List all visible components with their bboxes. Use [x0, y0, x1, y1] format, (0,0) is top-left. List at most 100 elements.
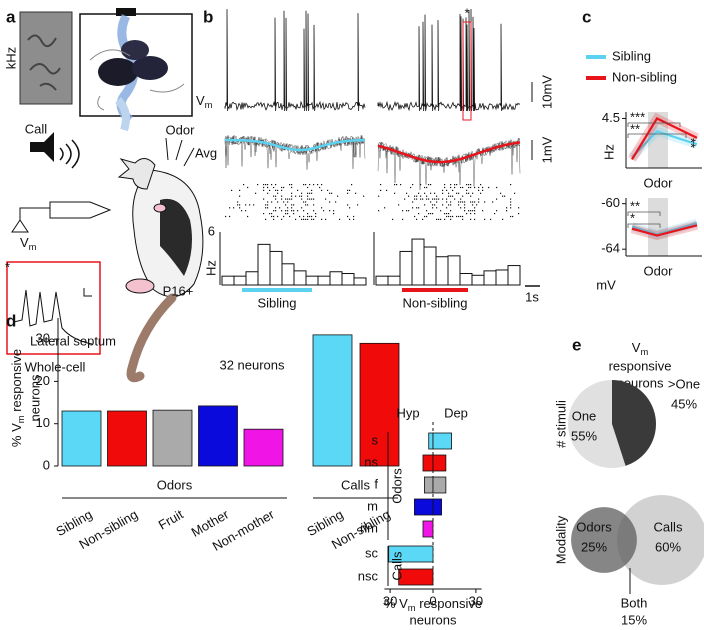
- raster-dot: [305, 218, 307, 220]
- raster-dot: [426, 198, 428, 200]
- odor-port: [116, 8, 136, 16]
- raster-dot: [287, 207, 289, 209]
- raster-dot: [436, 201, 438, 203]
- slice-label: One: [572, 408, 597, 423]
- raster-dot: [438, 218, 440, 220]
- avg-label: Avg: [195, 145, 217, 160]
- freq-label: kHz: [3, 47, 18, 69]
- vm-label-part: V: [20, 235, 29, 250]
- raster-dot: [426, 215, 428, 218]
- y-axis-label: % Vm responsive: [9, 349, 26, 447]
- paw: [153, 203, 167, 213]
- bar: [432, 432, 452, 450]
- raster-dot: [285, 204, 287, 206]
- raster-dot: [452, 215, 454, 218]
- raster-dot: [273, 218, 275, 220]
- raster-dot: [458, 201, 460, 203]
- y-tick-label: ns: [364, 454, 378, 469]
- raster-dot: [464, 210, 466, 212]
- raster-dot: [470, 201, 472, 203]
- raster-dot: [271, 215, 273, 218]
- sig-bracket: [627, 133, 687, 138]
- raster-dot: [444, 213, 446, 215]
- panel-label: a: [6, 7, 16, 26]
- raster-dot: [347, 189, 349, 191]
- raster-dot: [454, 186, 456, 189]
- raster-dot: [243, 184, 245, 186]
- raster-dot: [466, 189, 468, 191]
- raster-dot: [301, 207, 303, 209]
- raster-dot: [472, 201, 474, 203]
- raster-dot: [460, 198, 462, 200]
- pup: [121, 40, 149, 60]
- raster-dot: [321, 189, 323, 191]
- raster-dot: [470, 186, 472, 189]
- raster-dot: [281, 210, 283, 212]
- raster-dot: [462, 215, 464, 218]
- raster-dot: [446, 198, 448, 200]
- raster-dot: [281, 186, 283, 189]
- sig-bracket: [627, 122, 681, 127]
- y-tick-label: s: [372, 432, 379, 447]
- raster-dot: [271, 201, 273, 203]
- vm-trace: [224, 9, 366, 112]
- group-label: Odors: [157, 477, 193, 492]
- y-tick-label: m: [367, 498, 378, 513]
- raster-dot: [406, 192, 408, 194]
- raster-dot: [293, 204, 295, 206]
- raster-dot: [402, 218, 404, 220]
- raster-dot: [241, 210, 243, 212]
- raster-dot: [482, 210, 484, 212]
- raster-dot: [283, 215, 285, 218]
- spectrogram-trace: [27, 34, 61, 91]
- raster-dot: [480, 184, 482, 186]
- annotation: ***: [630, 109, 645, 124]
- raster-dot: [506, 210, 508, 212]
- raster-dot: [474, 207, 476, 209]
- electrode: [49, 201, 112, 219]
- raster-dot: [285, 213, 287, 215]
- raster-dot: [478, 189, 480, 191]
- raster-dot: [446, 189, 448, 191]
- raster-dot: [339, 218, 341, 220]
- raster-dot: [510, 207, 512, 209]
- raster-dot: [468, 186, 470, 189]
- whiskers: [165, 137, 195, 167]
- odor-label: Odor: [166, 122, 196, 137]
- raster-dot: [450, 210, 452, 212]
- x-axis-label-part: responsive: [416, 596, 482, 611]
- raster-dot: [482, 189, 484, 191]
- y-tick-label: nsc: [358, 568, 379, 583]
- raster-dot: [311, 198, 313, 200]
- raster-dot: [450, 218, 452, 220]
- raster-dot: [357, 204, 359, 206]
- raster-dot: [269, 189, 271, 191]
- raster-dot: [394, 192, 396, 194]
- spectrogram: [19, 11, 73, 105]
- stimulus-bar: [242, 288, 312, 292]
- legend-label: Non-sibling: [402, 295, 467, 310]
- raster-dot: [460, 215, 462, 218]
- raster-dot: [305, 184, 307, 186]
- avg-mean: [225, 138, 366, 152]
- legend-label: Sibling: [257, 295, 296, 310]
- raster-dot: [281, 189, 283, 191]
- raster-dot: [430, 201, 432, 203]
- y-tick-label: f: [374, 476, 378, 491]
- hist-bar: [459, 273, 473, 286]
- raster-dot: [363, 195, 365, 197]
- raster-dot: [321, 184, 323, 186]
- raster-dot: [500, 192, 502, 194]
- raster-dot: [380, 189, 382, 191]
- raster-dot: [321, 218, 323, 220]
- raster-dot: [287, 198, 289, 200]
- raster-dot: [406, 210, 408, 212]
- y-tick-label: 0: [43, 457, 50, 472]
- bar: [107, 410, 147, 467]
- raster-dot: [277, 189, 279, 191]
- group-label: Calls: [389, 551, 404, 580]
- slice-value: 55%: [571, 428, 597, 443]
- raster-dot: [275, 189, 277, 191]
- y-axis-label-part: responsive: [9, 349, 24, 415]
- raster-dot: [474, 218, 476, 220]
